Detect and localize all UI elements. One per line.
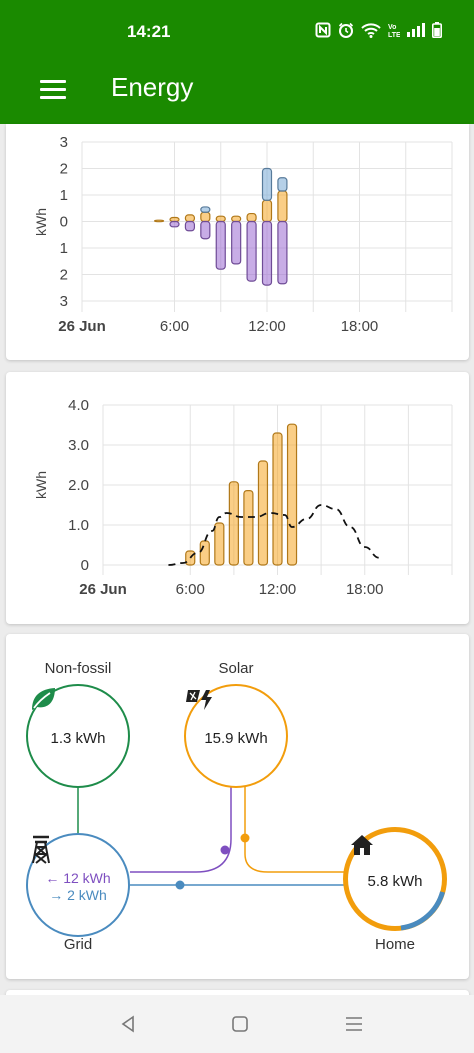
svg-text:Vo: Vo — [388, 24, 396, 31]
bar — [215, 220, 226, 270]
bar — [215, 215, 226, 223]
solar-value: 15.9 kWh — [204, 729, 268, 747]
x-tick-label: 12:00 — [259, 581, 297, 598]
home-nav-icon[interactable] — [225, 1009, 255, 1039]
grid-node[interactable]: ← 12 kWh → 2 kWh — [26, 833, 130, 937]
battery-icon — [432, 22, 442, 43]
non-fossil-value: 1.3 kWh — [50, 729, 106, 747]
solar-grid-flow-dot — [220, 845, 230, 855]
bar — [246, 212, 257, 223]
bar — [261, 220, 273, 286]
solar-home-flow-dot — [240, 833, 250, 843]
forecast-line — [168, 504, 380, 566]
solar-node[interactable]: 15.9 kWh — [184, 684, 288, 788]
solar-grid-line — [130, 786, 232, 873]
bar — [261, 167, 273, 201]
bar — [277, 177, 288, 192]
y-tick-label: 3.0 — [68, 437, 89, 454]
solar-power-icon — [186, 690, 212, 710]
bar — [184, 214, 196, 223]
bar — [153, 219, 165, 223]
y-tick-label: 0 — [81, 557, 89, 574]
solar-production-chart: 0 1.0 2.0 3.0 4.0 26 Jun 6:00 12:00 18:00 kWh — [33, 397, 453, 598]
svg-text:LTE: LTE — [388, 32, 400, 38]
system-nav-bar — [0, 995, 474, 1053]
y-tick-label: 2 — [60, 161, 68, 178]
bar — [272, 432, 283, 566]
y-axis-label: kWh — [33, 208, 49, 236]
y-tick-label: 4.0 — [68, 397, 89, 414]
bar — [228, 481, 239, 566]
x-tick-label: 18:00 — [346, 581, 384, 598]
status-bar: 14:21 Vo LTE — [0, 0, 474, 62]
y-tick-label: 1 — [60, 187, 68, 204]
x-tick-label: 18:00 — [341, 318, 379, 335]
bar — [200, 211, 211, 223]
grid-import-value: ← 12 kWh — [45, 870, 111, 886]
x-tick-label: 26 Jun — [79, 581, 127, 598]
bar — [200, 206, 211, 213]
non-fossil-node[interactable]: 1.3 kWh — [26, 684, 130, 788]
bar — [277, 220, 288, 285]
y-tick-label: 0 — [60, 214, 68, 231]
nfc-icon — [315, 22, 331, 43]
x-tick-label: 6:00 — [176, 581, 205, 598]
home-value: 5.8 kWh — [367, 872, 423, 890]
bar — [199, 540, 210, 566]
solar-label: Solar — [218, 660, 254, 677]
y-tick-label: 2 — [60, 267, 68, 284]
status-icons: Vo LTE — [315, 22, 442, 43]
x-tick-label: 12:00 — [248, 318, 286, 335]
alarm-icon — [338, 22, 354, 43]
bar — [277, 190, 288, 223]
y-tick-label: 2.0 — [68, 477, 89, 494]
status-time: 14:21 — [127, 22, 171, 41]
bar — [185, 550, 196, 566]
y-tick-label: 1 — [60, 240, 68, 257]
bar — [231, 220, 242, 265]
bar — [246, 220, 257, 282]
home-ring-grid — [400, 891, 445, 931]
y-tick-label: 3 — [60, 134, 68, 151]
bar — [231, 215, 242, 223]
home-node[interactable]: 5.8 kWh — [350, 834, 440, 924]
back-icon[interactable] — [113, 1009, 143, 1039]
leaf-icon — [32, 688, 55, 710]
solar-production-card: 0 1.0 2.0 3.0 4.0 26 Jun 6:00 12:00 18:00 kWh — [6, 372, 469, 624]
home-icon — [351, 835, 373, 855]
y-axis-label: kWh — [33, 471, 49, 499]
home-label: Home — [374, 936, 415, 953]
bar — [214, 522, 225, 566]
y-tick-label: 1.0 — [68, 517, 89, 534]
bar — [257, 460, 269, 566]
grid-label: Grid — [63, 936, 93, 953]
x-tick-label: 6:00 — [160, 318, 189, 335]
energy-distribution-card: Non-fossil 1.3 kWh Solar 15.9 kWh ← 12 k… — [6, 634, 469, 979]
recents-menu-icon[interactable] — [339, 1009, 369, 1039]
bar — [261, 199, 273, 223]
home-ring-solar — [343, 827, 447, 931]
wifi-icon — [361, 22, 381, 43]
x-tick-label: 26 Jun — [58, 318, 106, 335]
transmission-tower-icon — [32, 835, 50, 864]
energy-usage-card: 3 2 1 0 1 2 3 26 Jun 6:00 12:00 18:00 kWh — [6, 124, 469, 360]
page-title: Energy — [111, 72, 194, 102]
app-bar: Energy — [0, 62, 474, 124]
solar-home-line — [244, 786, 344, 873]
energy-usage-chart: 3 2 1 0 1 2 3 26 Jun 6:00 12:00 18:00 kWh — [33, 134, 453, 335]
bar — [184, 220, 196, 232]
bar — [200, 220, 211, 240]
menu-icon[interactable] — [40, 80, 66, 100]
volte-icon: Vo LTE — [388, 22, 401, 43]
y-tick-label: 3 — [60, 293, 68, 310]
signal-icon — [407, 23, 425, 42]
bar — [286, 423, 298, 566]
bar — [169, 220, 180, 228]
grid-export-value: → 2 kWh — [49, 887, 107, 903]
grid-home-flow-dot — [175, 880, 185, 890]
bar — [243, 489, 254, 566]
energy-flow-lines — [77, 786, 447, 931]
non-fossil-label: Non-fossil — [44, 660, 112, 677]
